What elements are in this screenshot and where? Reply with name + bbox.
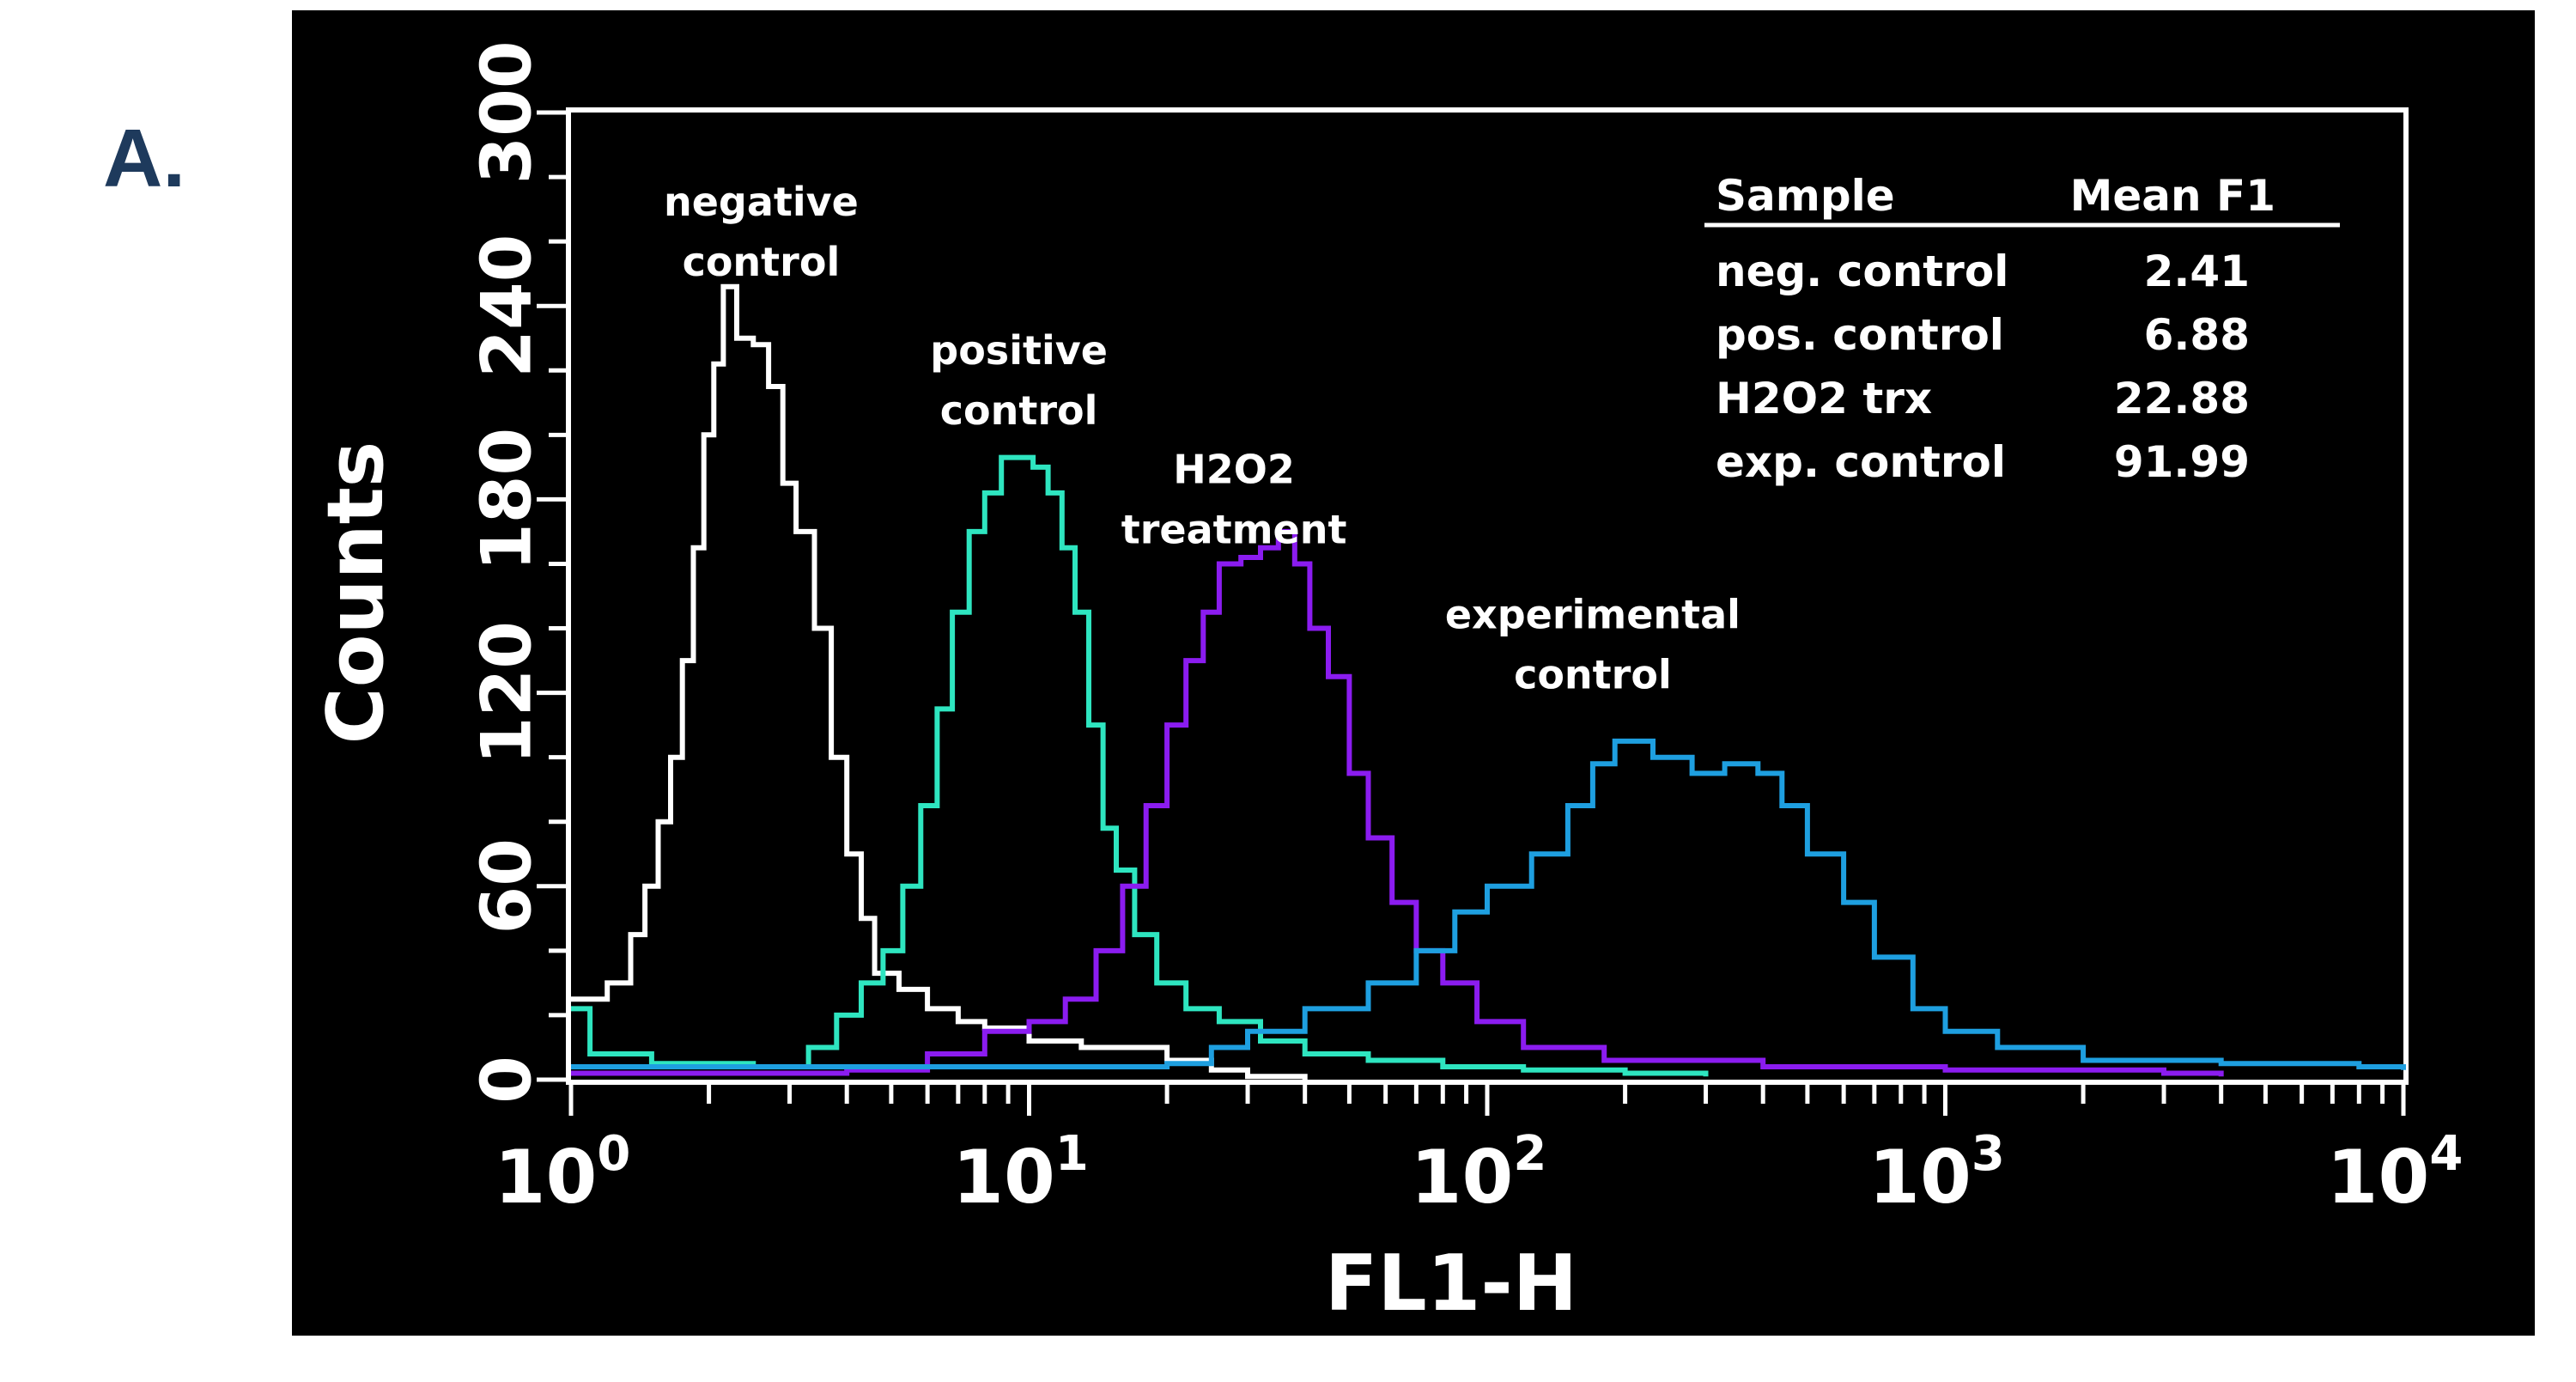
series-line-1: [571, 283, 1308, 1080]
series-label-4-line-2: control: [1514, 652, 1672, 698]
table-row-sample: pos. control: [1716, 310, 2004, 360]
x-axis-label: FL1-H: [1325, 1239, 1577, 1329]
chart-background: [292, 10, 2535, 1336]
series-line-3: [571, 528, 2224, 1077]
series-line-4: [571, 738, 2406, 1070]
table-row-mean: 6.88: [2144, 310, 2250, 360]
table-row-sample: exp. control: [1716, 437, 2006, 487]
x-tick-label: 102: [1411, 1126, 1547, 1221]
panel-label: A.: [103, 113, 185, 204]
y-axis: 0 60 120 180 240 300: [467, 41, 566, 1104]
series-label-4-line-1: experimental: [1445, 592, 1741, 638]
mean-table: Sample Mean F1 neg. control 2.41 pos. contro…: [1704, 171, 2340, 487]
y-tick-label: 180: [467, 428, 547, 571]
plot-frame: [566, 107, 2409, 1085]
series-label-1-line-2: control: [683, 239, 841, 285]
series-label-3-line-2: treatment: [1121, 507, 1347, 553]
y-tick-label: 120: [467, 621, 547, 764]
series-layer: [571, 283, 2406, 1080]
series-line-2: [571, 454, 1709, 1077]
table-row-mean: 2.41: [2144, 247, 2250, 296]
series-label-1-line-1: negative: [664, 179, 859, 225]
y-tick-label: 60: [467, 838, 547, 934]
y-tick-label: 0: [467, 1056, 547, 1104]
table-header-mean: Mean F1: [2070, 171, 2275, 221]
y-tick-label: 240: [467, 234, 547, 378]
table-row-mean: 91.99: [2114, 437, 2250, 487]
series-label-2-line-1: positive: [930, 327, 1108, 374]
y-axis-label: Counts: [311, 441, 401, 745]
table-header-sample: Sample: [1716, 171, 1895, 221]
series-label-3-line-1: H2O2: [1173, 447, 1295, 493]
x-tick-label: 104: [2327, 1126, 2464, 1221]
x-tick-label: 100: [495, 1126, 631, 1221]
x-axis: 100 101 102 103 104: [495, 1085, 2464, 1221]
table-row-mean: 22.88: [2114, 374, 2250, 423]
x-tick-label: 101: [952, 1126, 1089, 1221]
x-tick-label: 103: [1868, 1126, 2005, 1221]
series-label-2-line-2: control: [940, 387, 1098, 434]
table-row-sample: H2O2 trx: [1716, 374, 1932, 423]
y-tick-label: 300: [467, 41, 547, 185]
annotation-layer: negative control positive control H2O2 treatm…: [664, 179, 1741, 697]
table-row-sample: neg. control: [1716, 247, 2008, 296]
